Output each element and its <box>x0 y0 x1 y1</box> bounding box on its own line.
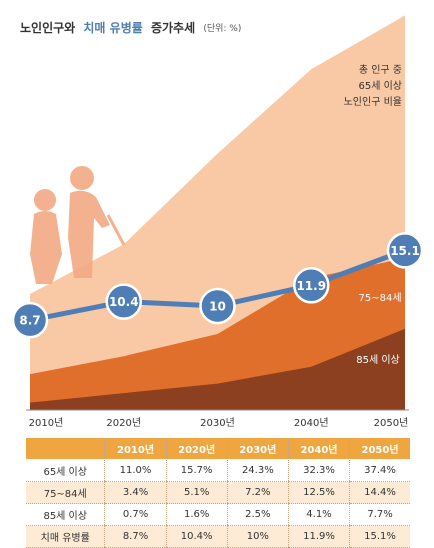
area <box>30 328 405 410</box>
header-cell: 2050년 <box>349 438 410 460</box>
header-cell: 2020년 <box>165 438 228 460</box>
area-label: 85세 이상 <box>356 354 400 366</box>
data-table: 2010년 2020년 2030년 2040년 2050년 65세 이상 11.0% 15.7… <box>26 438 410 548</box>
elderly-figures <box>30 166 126 284</box>
cell: 7.2% <box>226 481 289 504</box>
cell: 10.4% <box>165 525 228 548</box>
x-tick-label: 2010년 <box>29 417 64 429</box>
annotation: 65세 이상 <box>358 80 402 92</box>
cell: 15.7% <box>165 459 228 482</box>
x-tick-label: 2040년 <box>294 417 329 429</box>
cell: 15.1% <box>349 525 410 548</box>
cell: 4.1% <box>287 503 350 526</box>
table-header: 2010년 2020년 2030년 2040년 2050년 <box>26 438 410 460</box>
cell: 11.9% <box>287 525 350 548</box>
row-label: 65세 이상 <box>26 459 105 482</box>
cell: 14.4% <box>349 481 410 504</box>
cell: 24.3% <box>226 459 289 482</box>
title-part: 증가추세 <box>151 20 195 35</box>
row-label: 75~84세 <box>26 481 105 504</box>
cell: 12.5% <box>287 481 350 504</box>
table-row: 75~84세 3.4% 5.1% 7.2% 12.5% 14.4% <box>26 481 410 504</box>
x-tick-label: 2030년 <box>200 417 235 429</box>
header-cell: 2030년 <box>226 438 289 460</box>
table-row: 치매 유병률 8.7% 10.4% 10% 11.9% 15.1% <box>26 525 410 548</box>
data-label: 10.4 <box>109 295 139 309</box>
cell: 0.7% <box>104 503 167 526</box>
table-row: 65세 이상 11.0% 15.7% 24.3% 32.3% 37.4% <box>26 459 410 482</box>
cell: 5.1% <box>165 481 228 504</box>
point <box>386 232 424 269</box>
row-label: 85세 이상 <box>26 503 105 526</box>
cell: 7.7% <box>349 503 410 526</box>
area-label: 75~84세 <box>358 292 401 304</box>
data-label: 15.1 <box>390 244 420 258</box>
point <box>293 267 330 304</box>
data-label: 10 <box>209 300 226 314</box>
cell: 32.3% <box>287 459 350 482</box>
cell: 3.4% <box>104 481 167 504</box>
row-label: 치매 유병률 <box>26 525 105 548</box>
header-cell: 2040년 <box>287 438 350 460</box>
title-unit: (단위: %) <box>203 23 241 34</box>
cell: 37.4% <box>349 459 410 482</box>
annotation: 노인인구 비율 <box>344 96 402 108</box>
header-cell: 2010년 <box>104 438 167 460</box>
point <box>105 283 142 320</box>
cell: 11.0% <box>104 459 167 482</box>
cell: 1.6% <box>165 503 228 526</box>
cell: 2.5% <box>226 503 289 526</box>
x-tick-label: 2050년 <box>374 417 409 429</box>
table-row: 85세 이상 0.7% 1.6% 2.5% 4.1% 7.7% <box>26 503 410 526</box>
chart: 노인인구와 치매 유병률 증가추세 (단위: %) 75~84세 85세 이상 총 … <box>11 15 424 429</box>
cell: 8.7% <box>104 525 167 548</box>
x-tick-label: 2020년 <box>106 417 141 429</box>
title-part: 치매 유병률 <box>83 20 142 35</box>
title-part: 노인인구와 <box>20 20 75 35</box>
data-label: 8.7 <box>19 314 40 328</box>
data-label: 11.9 <box>296 279 326 293</box>
annotation: 총 인구 중 <box>359 64 402 76</box>
point <box>199 287 236 325</box>
header-cell <box>26 438 105 460</box>
cell: 10% <box>226 525 289 548</box>
point <box>11 301 49 339</box>
chart-title: 노인인구와 치매 유병률 증가추세 (단위: %) <box>20 20 241 35</box>
